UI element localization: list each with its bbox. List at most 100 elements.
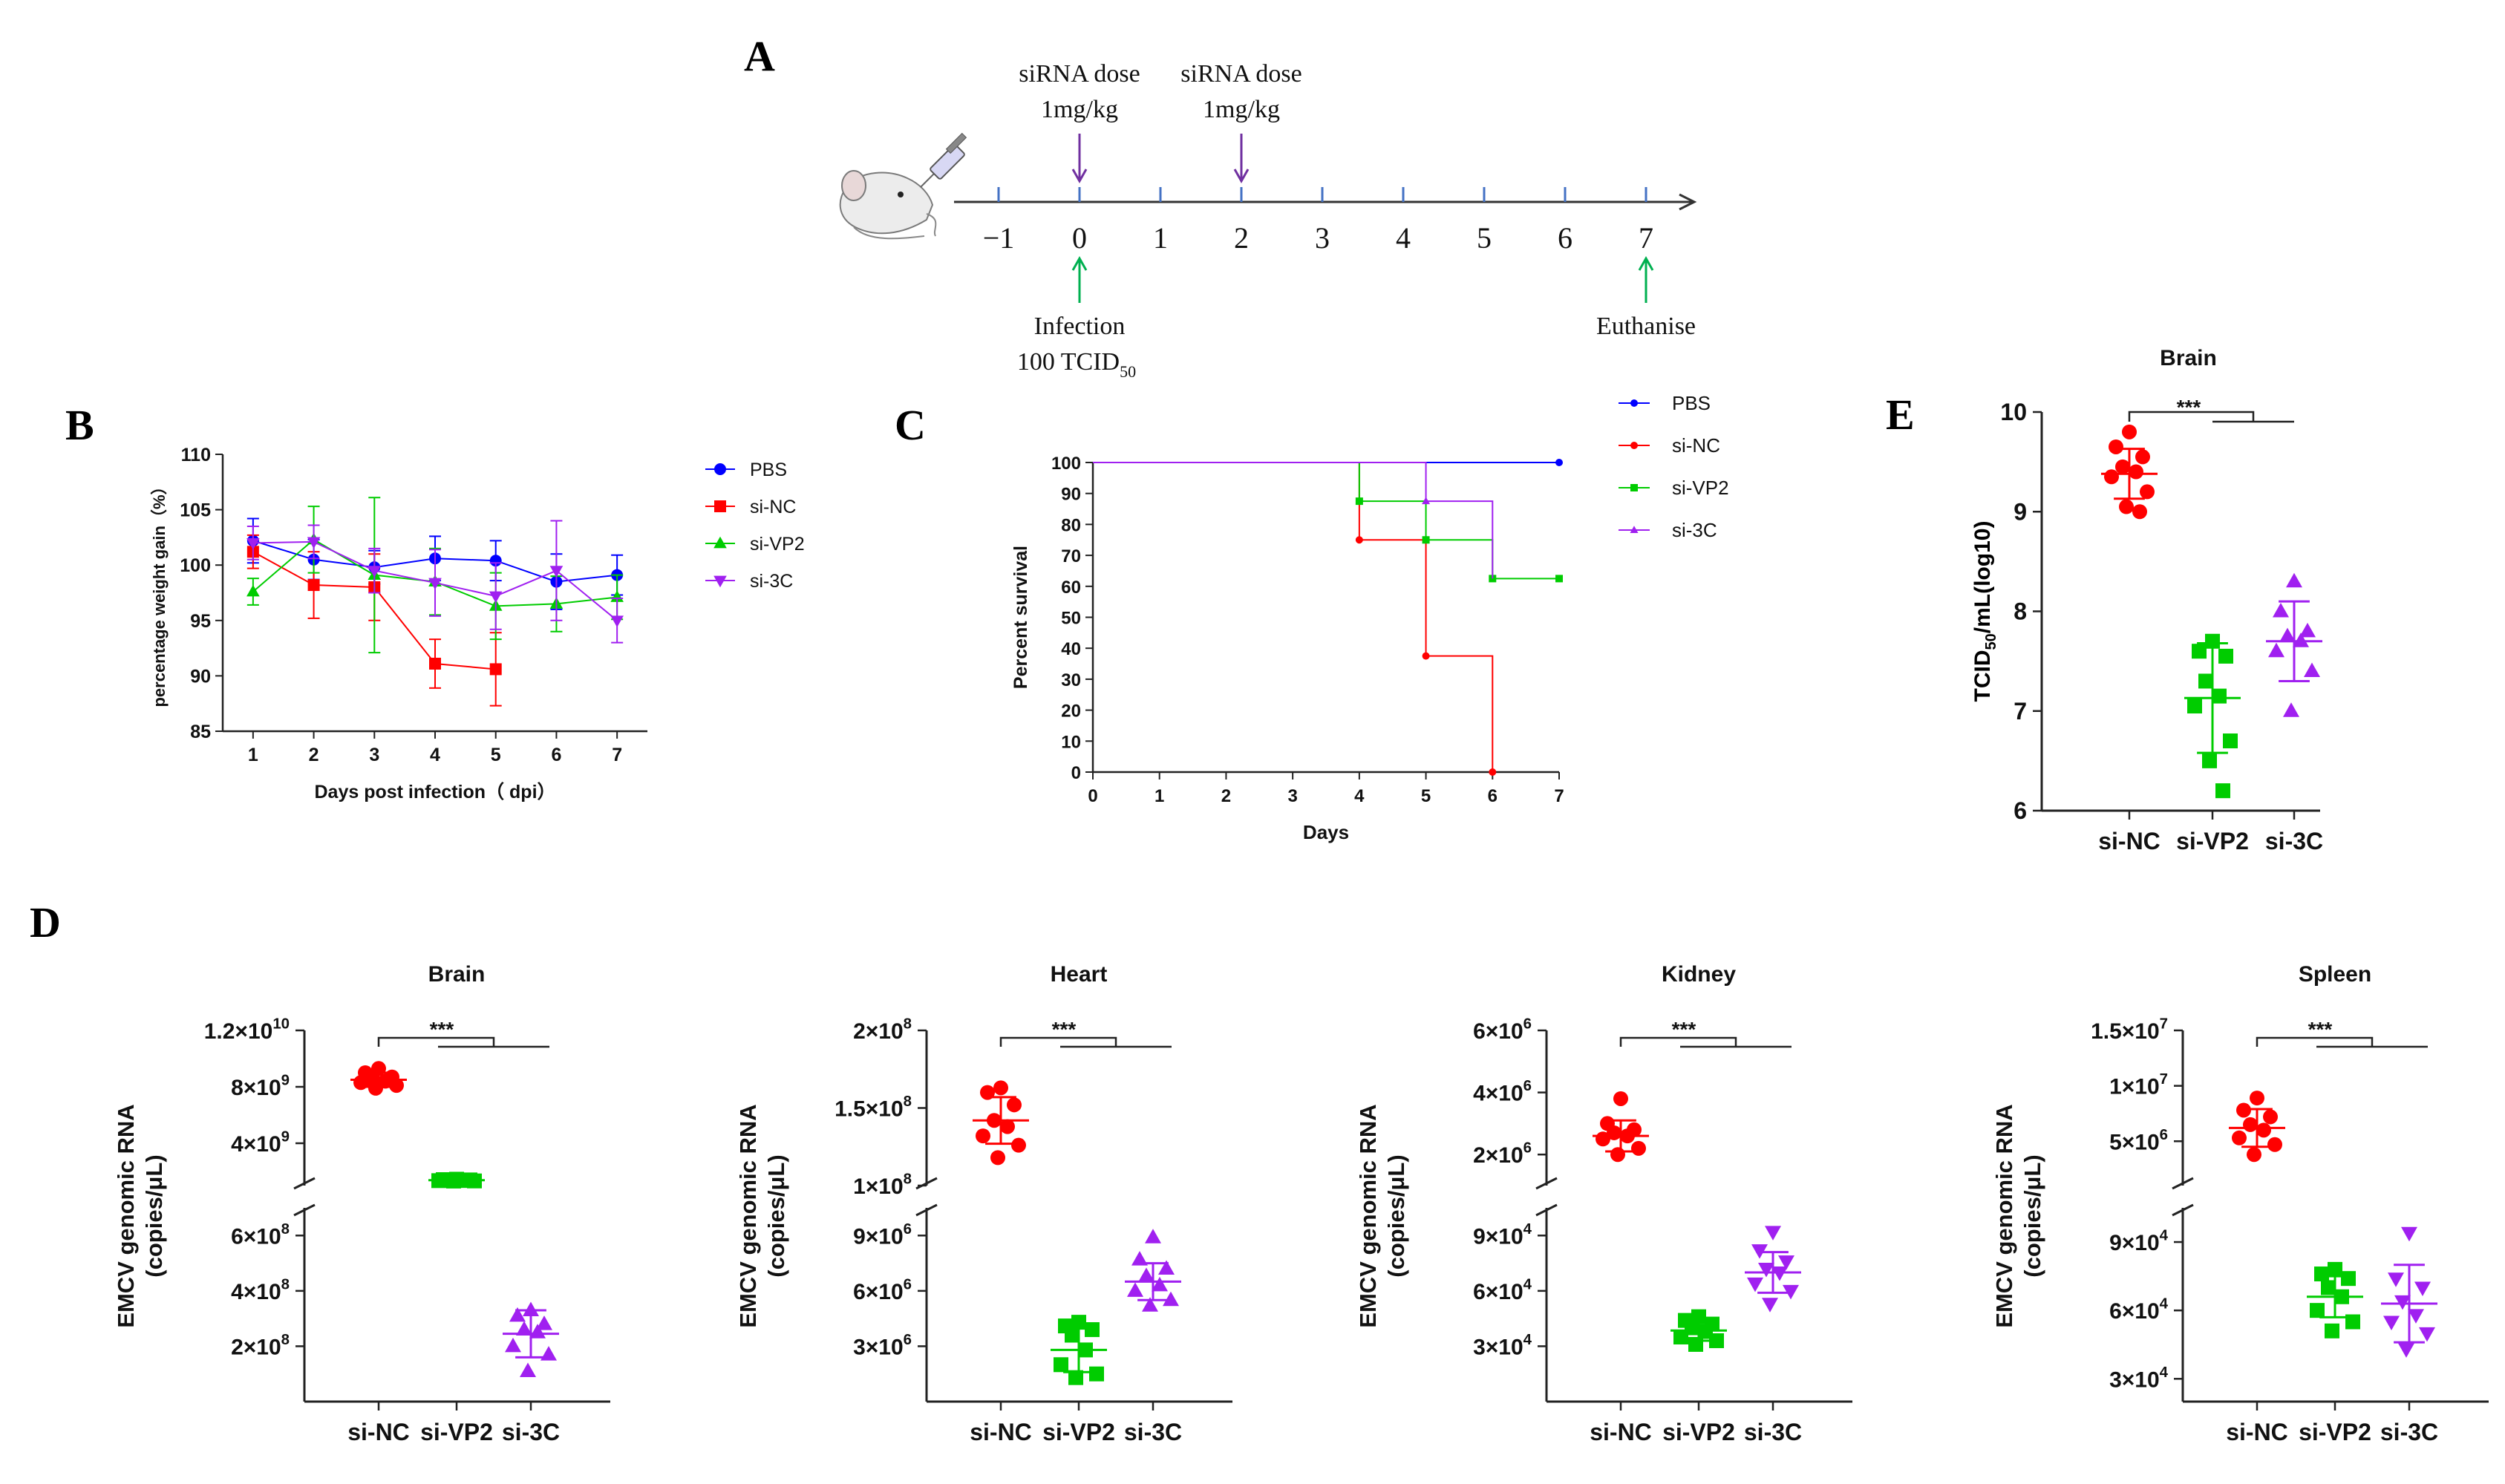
y-tick-label: 9×104 [1473,1221,1532,1249]
y-tick-label: 100 [1051,454,1081,474]
timeline-arrow [1679,193,1697,211]
y-axis-label: EMCV genomic RNA [1991,1104,2017,1327]
x-tick-label: 5 [491,745,501,765]
data-point-si-3C [516,1321,532,1336]
x-tick-label: si-VP2 [1662,1419,1735,1445]
data-point-si-VP2 [2205,633,2220,649]
tick-exponent: 4 [2160,1296,2169,1313]
data-point-si-NC [993,1080,1008,1096]
x-axis-label: Days [1303,821,1349,843]
y-axis-label-rest: /mL(log10) [1970,521,1995,634]
censor-marker [1555,575,1563,583]
data-point-si-3C [307,537,321,549]
y-axis-label: EMCV genomic RNA [735,1104,761,1327]
censor-marker [1555,459,1563,466]
tick-exponent: 8 [904,1171,912,1188]
significance-bracket [2128,411,2255,422]
timeline-tick-label: −1 [983,221,1015,255]
data-point-si-3C [2398,1343,2414,1358]
y-tick-label: 20 [1061,702,1081,722]
x-tick-label: si-3C [2380,1419,2438,1445]
tick-exponent: 7 [2160,1016,2168,1033]
data-point-si-NC [2135,449,2150,465]
y-tick-label: 105 [180,500,211,521]
chart-title: Kidney [1662,962,1736,987]
tick-exponent: 6 [1523,1140,1532,1157]
data-point-si-3C [1163,1291,1179,1307]
x-tick-label: 0 [1088,786,1097,806]
y-tick-label: 7 [2014,698,2027,725]
axis-break-mark [293,1177,316,1190]
infection-dose-sub: 50 [1120,362,1136,381]
data-point-si-VP2 [2215,783,2230,799]
survival-curve-si-NC [1093,462,1494,772]
y-tick-label: 3×104 [1473,1332,1532,1360]
censor-marker [1422,652,1430,660]
data-point-si-NC [307,579,320,592]
x-tick-label: si-3C [1124,1419,1182,1445]
data-point-si-NC [2263,1109,2278,1125]
tick-base: 1.5×10 [2091,1019,2160,1044]
data-point-si-3C [428,578,442,590]
y-tick-label: 85 [190,722,211,742]
data-point-si-VP2 [2212,688,2227,704]
data-point-si-VP2 [1709,1333,1724,1348]
y-tick-label: 6×104 [2109,1296,2169,1324]
legend-label: si-VP2 [750,534,805,555]
data-point-si-NC [987,1113,1002,1128]
y-tick-label: 50 [1061,609,1081,629]
tick-base: 1×10 [2109,1075,2160,1099]
data-point-si-VP2 [246,584,260,597]
data-point-si-3C [1765,1226,1781,1241]
charts-d-viral-rna: Brain4×1098×1091.2×10102×1084×1086×108si… [113,962,2489,1445]
y-tick-label: 1×107 [2109,1071,2168,1099]
axis-break-mark [1535,1177,1558,1190]
y-tick-label: 4×106 [1473,1078,1532,1106]
x-tick-label: si-NC [2098,828,2161,854]
y-axis-label: Percent survival [1010,546,1031,689]
y-tick-label: 2×108 [853,1016,912,1045]
data-point-si-3C [489,591,503,604]
significance-bracket [2256,1036,2374,1047]
tick-exponent: 9 [281,1129,290,1145]
axis-break-mark [293,1203,316,1217]
data-point-si-VP2 [2345,1314,2360,1330]
data-point-si-3C [1145,1229,1161,1243]
dose-arrowhead [1071,169,1088,184]
axis-break-mark [2172,1203,2194,1217]
chart-b-weight-gain: 85 90 95 100 105 110 1 2 3 4 5 6 7 Days post infectio… [150,445,805,803]
y-tick-label: 8 [2014,598,2027,625]
data-point-si-NC [489,663,502,676]
y-tick-label: 4×109 [231,1129,290,1157]
x-tick-label: 3 [369,745,379,765]
axis-break-mark [1535,1203,1558,1217]
tick-exponent: 6 [1523,1078,1532,1094]
tick-exponent: 10 [272,1016,290,1033]
data-point-si-NC [2236,1102,2251,1118]
data-point-si-NC [2250,1091,2264,1106]
data-point-si-3C [2268,642,2284,658]
y-tick-label: 100 [180,555,211,576]
data-point-si-3C [509,1307,526,1322]
data-point-si-NC [1631,1140,1646,1156]
censor-marker [1489,768,1497,776]
x-tick-label: si-VP2 [1042,1419,1115,1445]
data-point-si-3C [2388,1272,2404,1287]
data-point-si-VP2 [446,1173,461,1189]
data-point-si-3C [1131,1251,1148,1266]
panel-D-Spleen: Spleen5×1061×1071.5×1073×1046×1049×104si… [1991,962,2489,1445]
y-axis-label: percentage weight gain（%） [150,478,169,707]
significance-label: *** [430,1018,454,1041]
y-tick-label: 1.5×107 [2091,1016,2168,1045]
legend-marker [1630,484,1638,491]
data-point-si-3C [1142,1297,1158,1312]
timeline-tick-label: 3 [1315,221,1330,255]
data-point-si-VP2 [610,590,624,602]
data-point-si-NC [2109,439,2123,454]
tick-exponent: 6 [1523,1016,1532,1033]
tick-exponent: 6 [2160,1127,2168,1143]
data-point-si-VP2 [2314,1266,2329,1282]
data-point-si-NC [2115,459,2130,474]
dose-arrowhead [1233,169,1250,184]
infection-dose-label: 100 TCID50 [1017,348,1136,381]
